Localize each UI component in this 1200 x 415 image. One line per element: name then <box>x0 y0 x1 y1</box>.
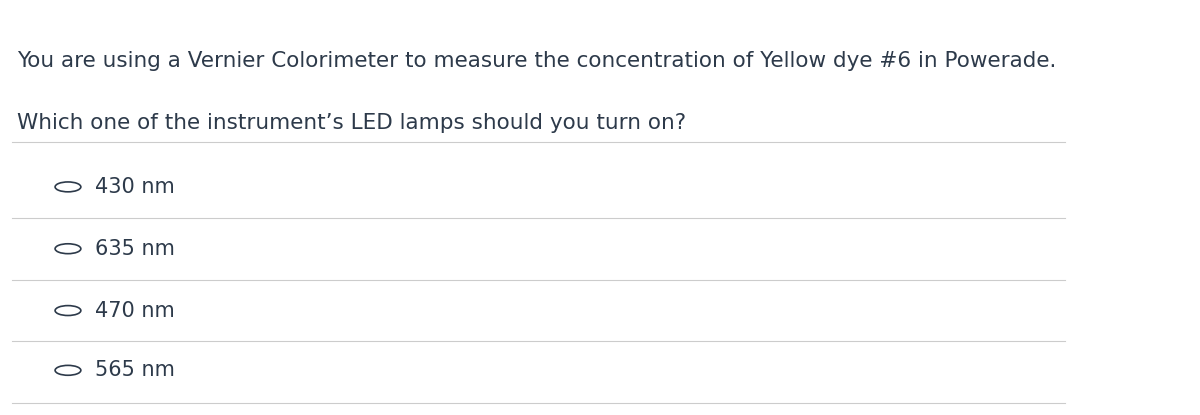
Text: You are using a Vernier Colorimeter to measure the concentration of Yellow dye #: You are using a Vernier Colorimeter to m… <box>18 51 1057 71</box>
Text: Which one of the instrument’s LED lamps should you turn on?: Which one of the instrument’s LED lamps … <box>18 113 686 133</box>
Text: 470 nm: 470 nm <box>95 300 174 320</box>
Text: 430 nm: 430 nm <box>95 177 174 197</box>
Text: 565 nm: 565 nm <box>95 360 175 380</box>
Text: 635 nm: 635 nm <box>95 239 175 259</box>
